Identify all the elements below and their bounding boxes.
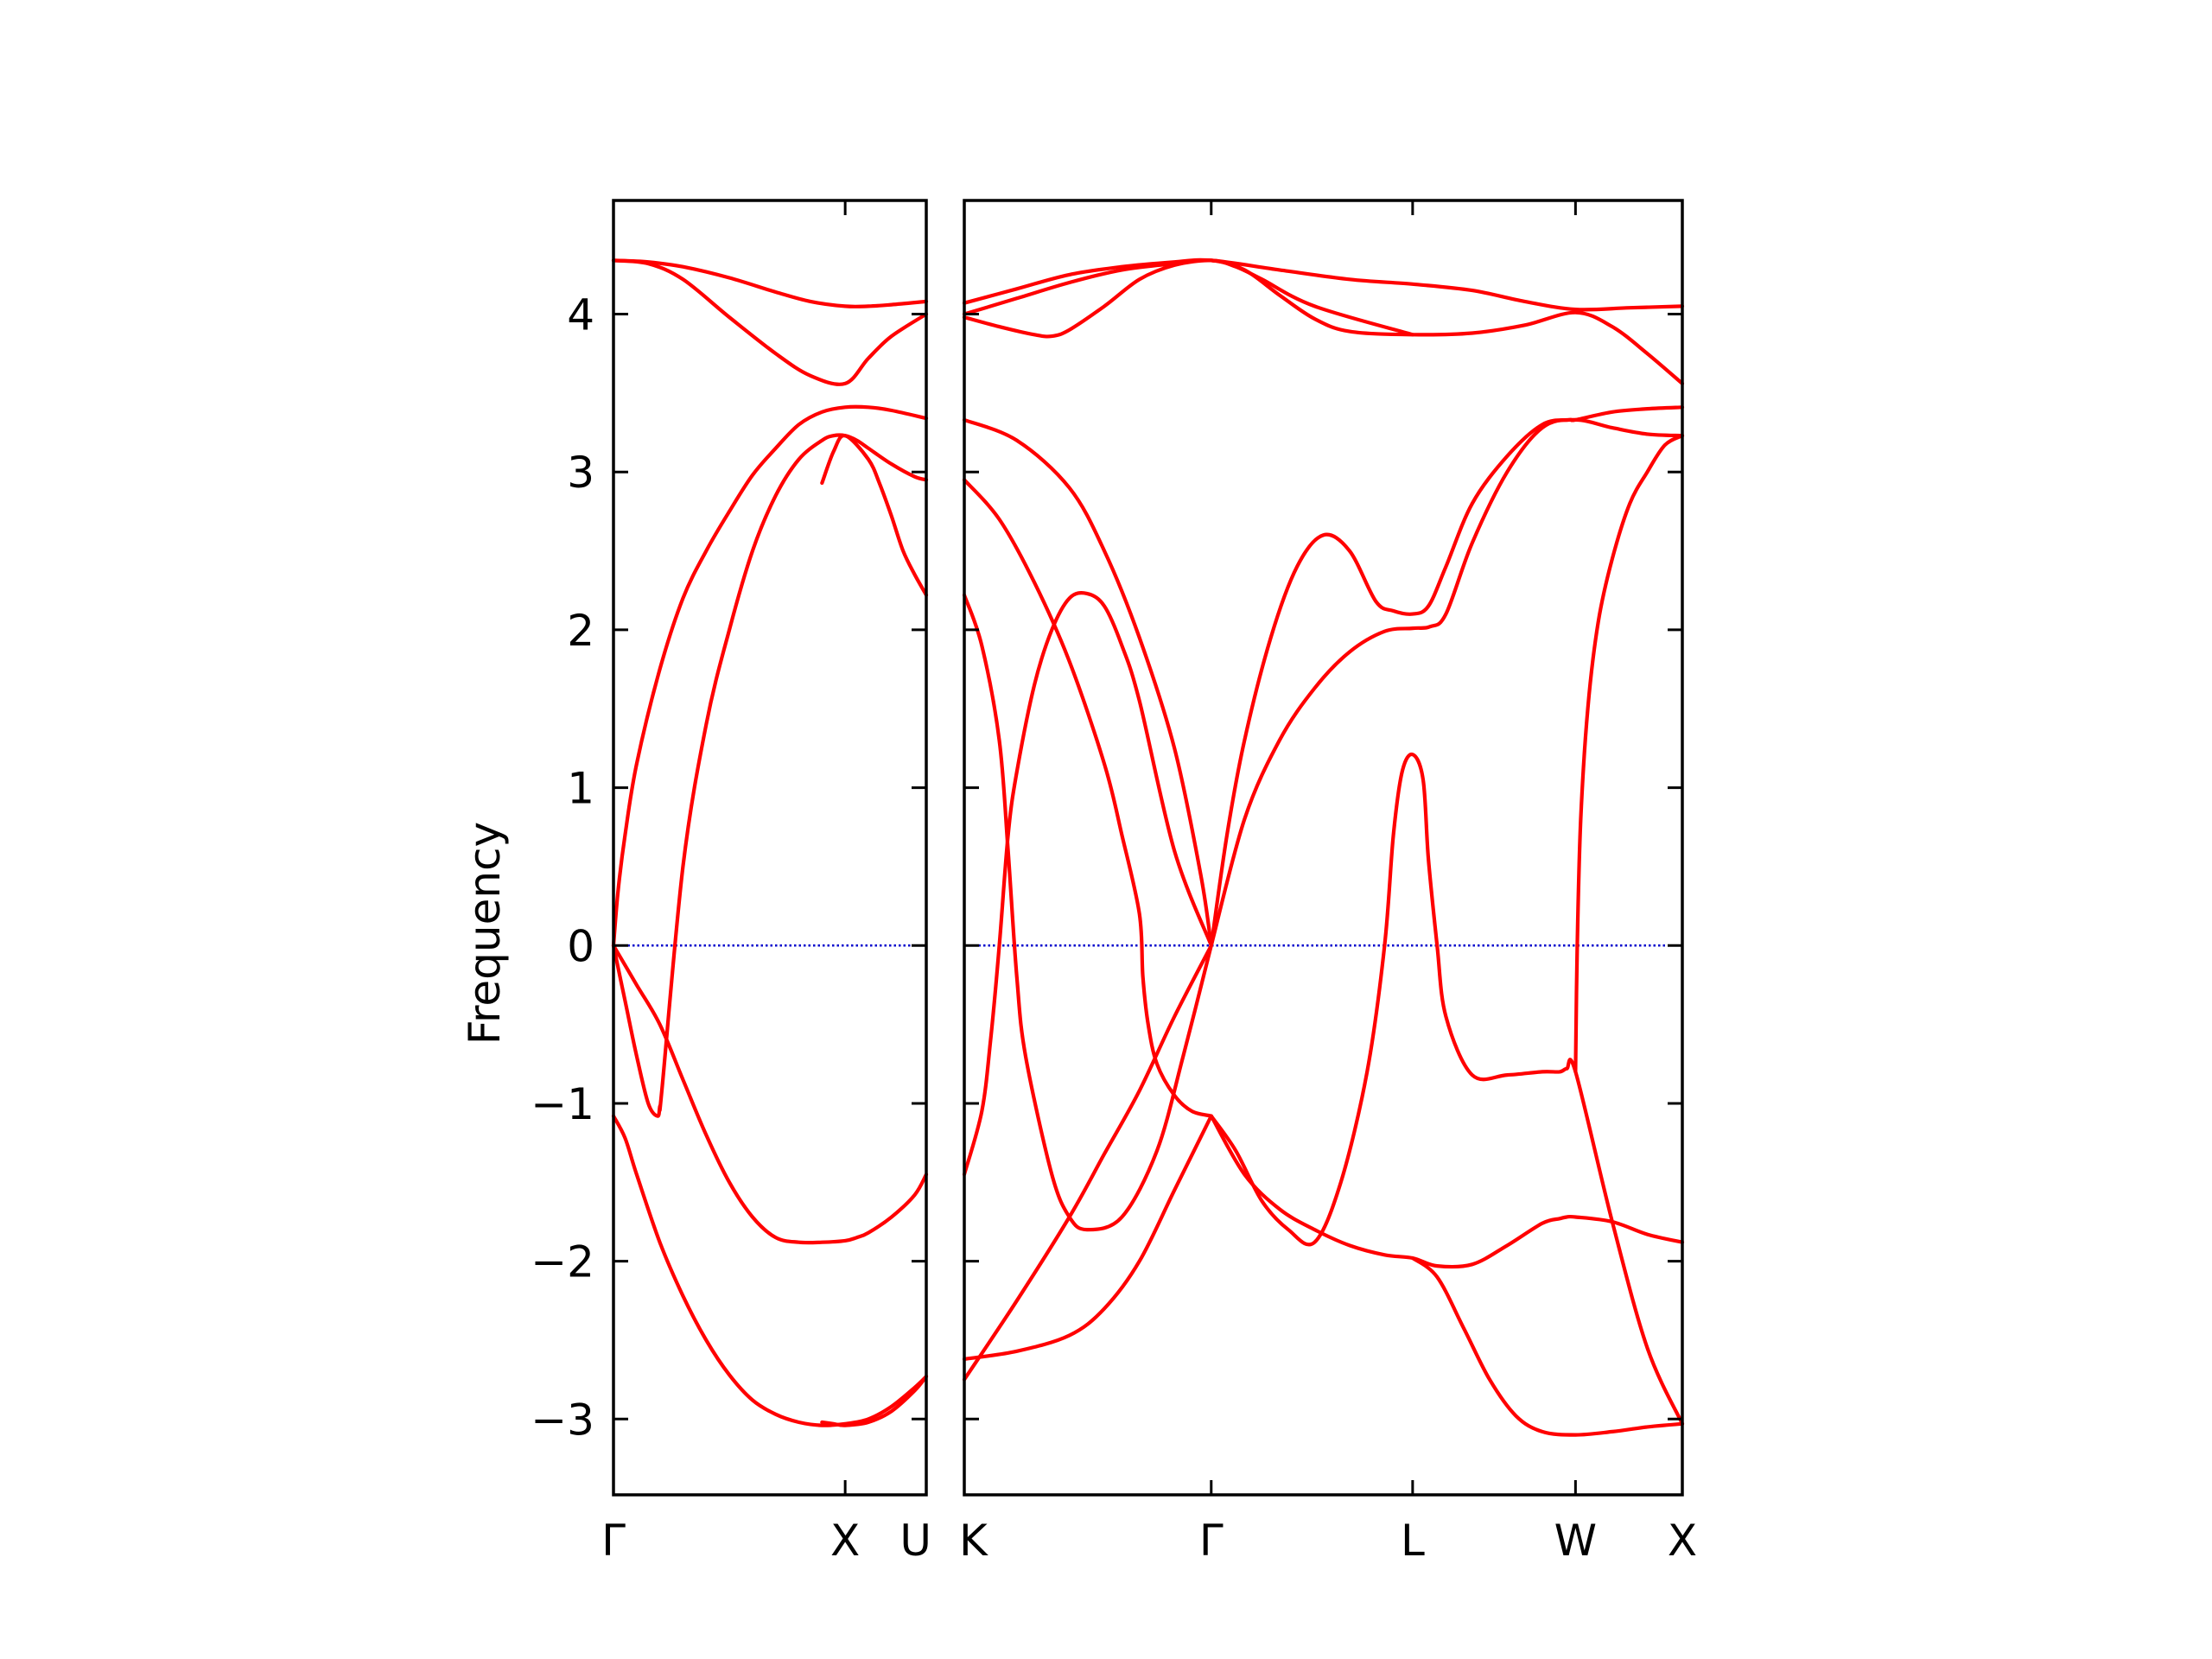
x-tick-label: X bbox=[830, 1516, 860, 1566]
x-tick-label: L bbox=[1401, 1516, 1425, 1566]
y-tick-label: 1 bbox=[567, 764, 594, 814]
left-band-7 bbox=[820, 434, 929, 597]
y-axis-label: Frequency bbox=[460, 822, 510, 1045]
y-tick-label: −1 bbox=[531, 1079, 594, 1129]
right-band-11 bbox=[1209, 417, 1685, 948]
y-tick-label: 2 bbox=[567, 606, 594, 656]
left-band-8 bbox=[820, 1374, 929, 1427]
y-tick-label: 3 bbox=[567, 448, 594, 498]
y-axis-tick-labels: −3 −2 −1 0 1 2 3 4 bbox=[531, 290, 594, 1446]
left-band-5 bbox=[611, 944, 929, 1245]
right-band-10 bbox=[1209, 405, 1685, 948]
y-tick-label: 0 bbox=[567, 921, 594, 971]
right-band-13 bbox=[1209, 1114, 1685, 1269]
y-tick-label: 4 bbox=[567, 290, 594, 340]
right-band-2 bbox=[962, 258, 1685, 385]
left-band-4 bbox=[611, 433, 929, 1118]
right-band-1 bbox=[962, 257, 1685, 312]
left-panel-frame bbox=[612, 199, 928, 1497]
right-band-8 bbox=[962, 1114, 1213, 1361]
x-tick-label: X bbox=[1668, 1516, 1697, 1566]
x-tick-label: U bbox=[899, 1516, 931, 1566]
right-panel-frame bbox=[963, 199, 1684, 1497]
right-band-12 bbox=[1209, 752, 1685, 1426]
right-band-3 bbox=[962, 258, 1414, 339]
x-tick-label: K bbox=[959, 1516, 988, 1566]
right-band-6 bbox=[962, 593, 1213, 1232]
x-tick-label: W bbox=[1554, 1516, 1597, 1566]
y-tick-label: −2 bbox=[531, 1237, 594, 1287]
left-band-3 bbox=[611, 404, 929, 948]
right-band-14 bbox=[1410, 1255, 1685, 1437]
right-band-7 bbox=[962, 591, 1213, 1177]
right-band-5 bbox=[962, 478, 1213, 1118]
left-band-1 bbox=[611, 258, 929, 308]
right-band-15 bbox=[1573, 434, 1685, 1074]
x-tick-label: Γ bbox=[601, 1516, 626, 1566]
right-band-4 bbox=[962, 417, 1213, 948]
left-band-2 bbox=[611, 258, 929, 386]
right-band-9 bbox=[962, 944, 1213, 1382]
y-tick-label: −3 bbox=[531, 1395, 594, 1445]
left-band-6 bbox=[611, 1114, 929, 1427]
x-tick-label: Γ bbox=[1199, 1516, 1224, 1566]
